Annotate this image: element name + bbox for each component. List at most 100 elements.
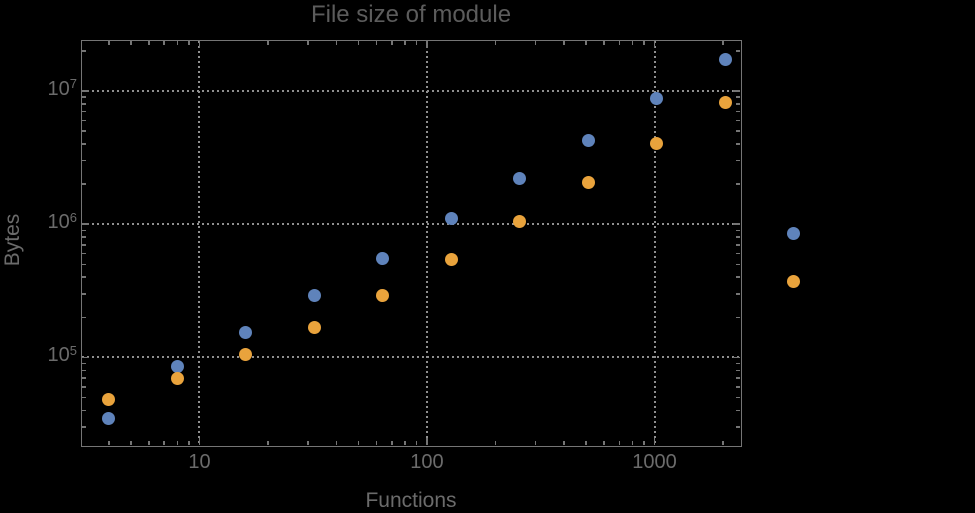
tick-mark-right [736, 276, 740, 278]
tick-mark-right [736, 362, 740, 365]
tick-mark-right [733, 90, 740, 92]
tick-mark-right [736, 409, 740, 412]
tick-mark-right [736, 229, 740, 231]
tick-mark-right [736, 183, 740, 185]
tick-mark-left [82, 236, 86, 238]
data-point-blue [102, 412, 116, 426]
tick-mark-bottom [653, 438, 656, 445]
tick-mark-top [585, 41, 587, 45]
tick-mark-bottom [108, 441, 110, 445]
tick-mark-left [82, 369, 86, 372]
tick-mark-right [736, 130, 740, 132]
tick-mark-bottom [643, 441, 645, 445]
tick-mark-right [736, 103, 740, 105]
tick-mark-top [335, 41, 338, 45]
data-point-blue [239, 326, 253, 340]
tick-mark-right [736, 96, 740, 98]
data-point-orange [170, 371, 184, 385]
tick-mark-bottom [494, 441, 497, 445]
plot-frame [80, 39, 742, 447]
tick-mark-bottom [163, 441, 165, 445]
tick-mark-top [375, 41, 378, 45]
tick-mark-bottom [631, 441, 634, 445]
tick-mark-left [82, 316, 86, 319]
x-tick-label: 1000 [632, 451, 677, 473]
tick-mark-bottom [267, 441, 269, 445]
tick-mark-bottom [534, 441, 537, 445]
data-point-blue [581, 133, 595, 147]
tick-mark-left [82, 252, 86, 255]
tick-mark-left [82, 223, 89, 225]
tick-mark-top [722, 41, 724, 45]
tick-mark-top [357, 41, 360, 45]
tick-mark-left [82, 276, 86, 278]
tick-mark-top [618, 41, 621, 45]
tick-mark-left [82, 103, 86, 105]
tick-mark-left [82, 362, 86, 365]
gridline-horizontal [82, 89, 740, 92]
tick-mark-top [643, 41, 645, 45]
tick-mark-bottom [176, 441, 179, 445]
data-point-blue [718, 53, 732, 67]
tick-mark-right [736, 252, 740, 255]
data-point-orange [650, 137, 664, 150]
data-point-blue [513, 172, 527, 186]
y-tick-label: 106 [47, 209, 77, 234]
tick-mark-top [198, 41, 201, 48]
tick-mark-bottom [563, 441, 565, 445]
tick-mark-top [307, 41, 309, 45]
tick-mark-bottom [307, 441, 309, 445]
tick-mark-top [188, 41, 190, 45]
tick-mark-top [130, 41, 132, 45]
gridline-horizontal [82, 356, 740, 359]
data-point-blue [787, 227, 801, 241]
tick-mark-left [82, 356, 89, 359]
tick-mark-left [82, 244, 86, 246]
tick-mark-right [736, 316, 740, 319]
tick-mark-top [426, 41, 428, 48]
tick-mark-top [391, 41, 393, 45]
data-point-orange [513, 215, 527, 229]
tick-mark-left [82, 143, 86, 145]
gridline-horizontal [82, 223, 740, 226]
x-tick-label: 10 [188, 451, 211, 473]
tick-mark-right [736, 159, 740, 162]
y-tick-label: 105 [47, 342, 77, 367]
tick-mark-bottom [130, 441, 132, 445]
tick-mark-top [653, 41, 656, 48]
tick-mark-top [534, 41, 537, 45]
tick-mark-top [631, 41, 634, 45]
tick-mark-left [82, 396, 86, 399]
tick-mark-left [82, 263, 86, 266]
gridline-vertical [653, 41, 656, 445]
tick-mark-right [736, 369, 740, 372]
tick-mark-bottom [585, 441, 587, 445]
x-tick-label: 100 [410, 451, 444, 473]
tick-mark-bottom [618, 441, 621, 445]
tick-mark-bottom [198, 438, 201, 445]
tick-mark-left [82, 409, 86, 412]
tick-mark-bottom [188, 441, 190, 445]
tick-mark-left [82, 183, 86, 185]
tick-mark-top [176, 41, 179, 45]
tick-mark-right [736, 263, 740, 266]
data-point-orange [787, 275, 801, 289]
tick-mark-right [736, 236, 740, 238]
data-point-orange [239, 347, 253, 361]
data-point-orange [581, 176, 595, 190]
data-point-blue [444, 212, 458, 226]
tick-mark-top [267, 41, 269, 45]
tick-mark-top [108, 41, 110, 45]
tick-mark-left [82, 386, 86, 388]
tick-mark-top [404, 41, 406, 45]
gridline-vertical [425, 41, 428, 445]
tick-mark-right [736, 293, 740, 295]
tick-mark-left [82, 293, 86, 295]
data-point-orange [718, 95, 732, 109]
tick-mark-bottom [391, 441, 393, 445]
tick-mark-right [733, 223, 740, 225]
chart-title: File size of module [310, 1, 512, 28]
tick-mark-bottom [722, 441, 724, 445]
data-point-blue [170, 359, 184, 373]
